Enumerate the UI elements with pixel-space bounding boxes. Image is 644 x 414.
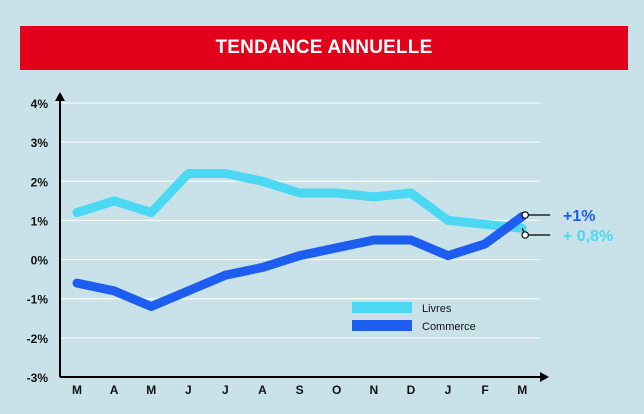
x-axis-arrow <box>540 372 549 382</box>
end-value-label: + 0,8% <box>563 228 613 245</box>
x-tick-label: M <box>517 383 527 397</box>
title-banner: TENDANCE ANNUELLE <box>20 26 628 70</box>
y-tick-label: -2% <box>27 332 49 346</box>
x-tick-label: S <box>296 383 304 397</box>
x-tick-label: N <box>369 383 378 397</box>
x-tick-label: J <box>222 383 229 397</box>
x-tick-label: J <box>445 383 452 397</box>
y-tick-label: -3% <box>27 371 49 385</box>
x-tick-label: J <box>185 383 192 397</box>
legend-swatch <box>352 302 412 313</box>
callout-dot <box>521 231 530 239</box>
x-tick-label: M <box>146 383 156 397</box>
callout-dot <box>521 211 530 219</box>
series-line-livres <box>72 169 527 233</box>
y-tick-label: -1% <box>27 293 49 307</box>
x-tick-label: A <box>258 383 267 397</box>
y-tick-label: 2% <box>31 175 49 189</box>
y-tick-label: 3% <box>31 136 49 150</box>
x-tick-label: M <box>72 383 82 397</box>
legend-swatch <box>352 320 412 331</box>
legend-label: Commerce <box>422 321 476 333</box>
x-tick-label: A <box>110 383 119 397</box>
end-value-label: +1% <box>563 208 595 225</box>
x-tick-label: F <box>481 383 488 397</box>
y-axis-arrow <box>55 92 65 101</box>
x-tick-label: O <box>332 383 341 397</box>
series-line-commerce <box>72 212 527 311</box>
chart-title: TENDANCE ANNUELLE <box>215 37 433 58</box>
y-tick-label: 4% <box>31 97 49 111</box>
y-tick-label: 1% <box>31 214 49 228</box>
x-tick-label: D <box>407 383 416 397</box>
legend-label: Livres <box>422 303 452 315</box>
y-tick-label: 0% <box>31 254 49 268</box>
